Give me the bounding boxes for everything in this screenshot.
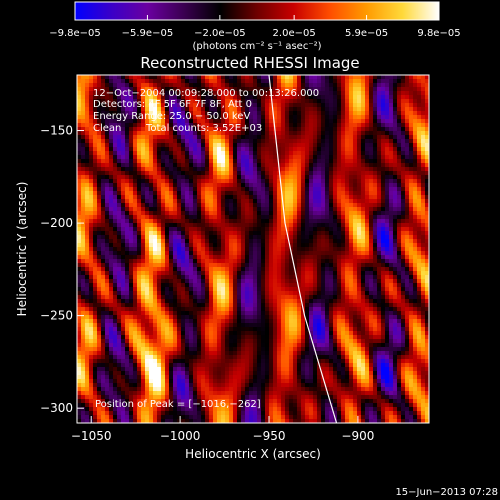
x-tick-label: −950	[253, 429, 286, 443]
peak-position-text: Position of Peak = [−1016,−262]	[95, 399, 261, 410]
y-tick-label: −150	[40, 124, 73, 138]
solar-limb-line	[268, 75, 338, 423]
colorbar-tick-label: 9.8e−05	[417, 28, 460, 39]
x-tick-label: −900	[341, 429, 374, 443]
x-tick-label: −1050	[71, 429, 112, 443]
x-axis-label: Heliocentric X (arcsec)	[185, 447, 321, 461]
y-tick-label: −250	[40, 309, 73, 323]
colorbar-tick-label: −5.9e−05	[122, 28, 174, 39]
energy-range-text: Energy Range: 25.0 − 50.0 keV	[93, 111, 250, 122]
colorbar-tick-label: 2.0e−05	[273, 28, 316, 39]
total-counts-text: Total counts: 3.52E+03	[145, 123, 262, 134]
plot-frame	[76, 74, 430, 424]
heatmap-image	[77, 75, 429, 423]
plot-timestamp: 15−Jun−2013 07:28	[395, 487, 498, 498]
colorbar-tick-label: −2.0e−05	[194, 28, 246, 39]
colorbar-unit-label: (photons cm⁻² s⁻¹ asec⁻²)	[192, 41, 321, 52]
colorbar	[74, 1, 440, 21]
y-tick-label: −200	[40, 216, 73, 230]
y-axis-ticks: −150 −200 −250 −300	[40, 124, 84, 415]
detectors-text: Detectors: 4F 5F 6F 7F 8F, Att 0	[93, 99, 252, 110]
colorbar-tick-label: −9.8e−05	[49, 28, 101, 39]
algorithm-text: Clean	[93, 123, 121, 134]
colorbar-tick-label: 5.9e−05	[345, 28, 388, 39]
x-tick-label: −1000	[160, 429, 201, 443]
x-axis-ticks: −1050 −1000 −950 −900	[71, 416, 374, 443]
colorbar-ticks: −9.8e−05 −5.9e−05 −2.0e−05 2.0e−05 5.9e−05 9.…	[49, 15, 461, 39]
y-tick-label: −300	[40, 401, 73, 415]
time-range-text: 12−Oct−2004 00:09:28.000 to 00:13:26.000	[93, 88, 319, 99]
chart-title: Reconstructed RHESSI Image	[140, 54, 359, 72]
y-axis-label: Heliocentric Y (arcsec)	[15, 182, 29, 317]
